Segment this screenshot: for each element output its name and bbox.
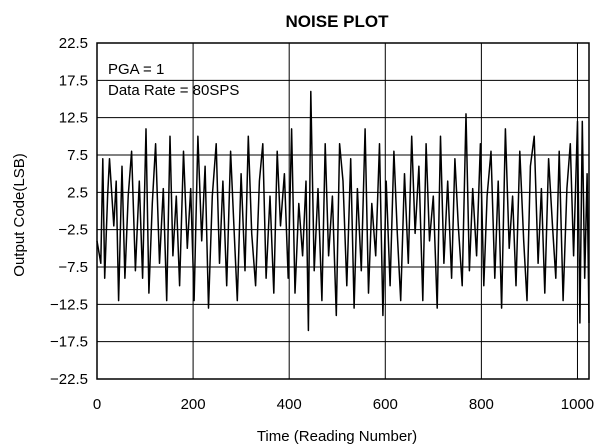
x-tick-label: 0	[93, 396, 101, 413]
x-tick-label: 800	[469, 396, 494, 413]
y-tick-label: −17.5	[50, 334, 88, 351]
chart-title: NOISE PLOT	[286, 12, 390, 31]
y-tick-label: 12.5	[59, 110, 88, 127]
x-axis-label: Time (Reading Number)	[257, 428, 417, 445]
y-axis-label: Output Code(LSB)	[11, 153, 28, 276]
y-axis-ticks: 22.5 17.5 12.5 7.5 2.5 −2.5 −7.5 −12.5 −17.5 −22.…	[50, 35, 88, 388]
y-tick-label: 22.5	[59, 35, 88, 52]
series-layer	[96, 90, 590, 332]
x-tick-label: 1000	[561, 396, 594, 413]
x-tick-label: 400	[277, 396, 302, 413]
y-tick-label: −22.5	[50, 371, 88, 388]
x-axis-ticks: 0 200 400 600 800 1000	[93, 396, 594, 413]
x-tick-label: 200	[181, 396, 206, 413]
y-tick-label: −7.5	[58, 259, 88, 276]
series-line-0	[96, 90, 590, 332]
annotations: PGA = 1 Data Rate = 80SPS	[108, 61, 239, 99]
annotation-text: PGA = 1	[108, 61, 164, 78]
plot-frame	[96, 42, 590, 380]
annotation-text: Data Rate = 80SPS	[108, 82, 239, 99]
x-tick-label: 600	[373, 396, 398, 413]
y-tick-label: −12.5	[50, 296, 88, 313]
y-tick-label: −2.5	[58, 222, 88, 239]
y-tick-label: 7.5	[67, 147, 88, 164]
y-tick-label: 17.5	[59, 72, 88, 89]
y-tick-label: 2.5	[67, 184, 88, 201]
